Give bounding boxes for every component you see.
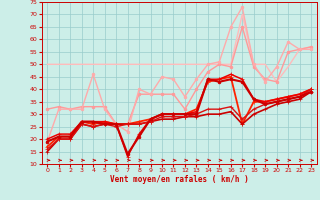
X-axis label: Vent moyen/en rafales ( km/h ): Vent moyen/en rafales ( km/h )	[110, 175, 249, 184]
